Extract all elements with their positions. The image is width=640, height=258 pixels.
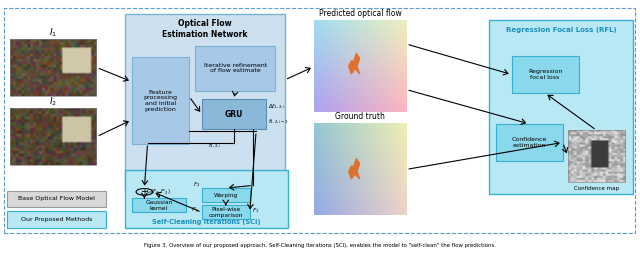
Bar [4, 9, 635, 233]
FancyArrowPatch shape [99, 68, 128, 81]
Bar [132, 198, 186, 212]
Bar [489, 20, 633, 195]
Bar [202, 100, 266, 129]
FancyArrowPatch shape [548, 95, 595, 129]
Bar [125, 13, 285, 188]
FancyArrowPatch shape [409, 45, 508, 75]
Text: $f_{1,2,i-1}$: $f_{1,2,i-1}$ [268, 118, 289, 126]
Text: $G(F_1, F'_2)$: $G(F_1, F'_2)$ [146, 188, 172, 197]
Text: Ground truth: Ground truth [335, 112, 385, 121]
FancyArrowPatch shape [248, 134, 256, 208]
Bar [7, 191, 106, 207]
Text: Feature
processing
and initial
prediction: Feature processing and initial predictio… [143, 90, 177, 112]
Text: Pixel-wise
comparison: Pixel-wise comparison [209, 207, 243, 218]
Text: GRU: GRU [225, 110, 243, 119]
Text: Warping: Warping [214, 192, 238, 198]
Text: $F_1$: $F_1$ [252, 206, 259, 215]
Text: Gaussian
kernel: Gaussian kernel [145, 200, 172, 211]
Text: Iterative refinement
of flow estimate: Iterative refinement of flow estimate [204, 63, 267, 74]
Text: Confidence
estimation: Confidence estimation [511, 137, 547, 148]
Text: $I_2$: $I_2$ [49, 96, 58, 108]
FancyArrowPatch shape [223, 200, 228, 205]
Bar [132, 57, 189, 144]
FancyArrowPatch shape [287, 68, 310, 79]
Text: Regression Focal Loss (RFL): Regression Focal Loss (RFL) [506, 27, 616, 33]
Bar [511, 56, 579, 93]
Text: $I_1$: $I_1$ [49, 27, 58, 39]
Text: Base Optical Flow Model: Base Optical Flow Model [18, 196, 95, 201]
Text: Predicted optical flow: Predicted optical flow [319, 9, 401, 18]
Text: Confidence map: Confidence map [574, 186, 619, 190]
Bar [125, 170, 288, 228]
Bar [495, 124, 563, 161]
Text: $\Delta f_{1,2,i}$: $\Delta f_{1,2,i}$ [268, 103, 285, 111]
Text: Self-Cleaning Iterations (SCI): Self-Cleaning Iterations (SCI) [152, 219, 261, 225]
FancyArrowPatch shape [142, 146, 148, 185]
FancyArrowPatch shape [232, 91, 238, 96]
FancyArrowPatch shape [141, 193, 147, 198]
FancyArrowPatch shape [409, 141, 559, 169]
Bar [7, 211, 106, 228]
Bar [202, 205, 250, 219]
Text: $f_{1,2,i}$: $f_{1,2,i}$ [208, 142, 222, 150]
Bar [568, 130, 625, 182]
Polygon shape [349, 158, 360, 179]
Text: $F'_2$: $F'_2$ [191, 206, 200, 215]
Bar [195, 46, 275, 91]
Text: Figure 3. Overview of our proposed approach, Self-Cleaning Iterations (SCI), ena: Figure 3. Overview of our proposed appro… [144, 243, 496, 248]
Bar [10, 39, 97, 96]
Bar [202, 188, 250, 202]
FancyArrowPatch shape [409, 90, 525, 124]
FancyArrowPatch shape [230, 184, 250, 190]
FancyArrowPatch shape [191, 99, 200, 111]
Text: +: + [140, 187, 148, 197]
Bar [10, 108, 97, 165]
Polygon shape [349, 53, 360, 74]
FancyArrowPatch shape [156, 192, 199, 211]
FancyArrowPatch shape [563, 145, 568, 152]
Text: $F_2$: $F_2$ [193, 180, 200, 189]
Text: Optical Flow
Estimation Network: Optical Flow Estimation Network [163, 19, 248, 39]
Text: Our Proposed Methods: Our Proposed Methods [21, 217, 92, 222]
FancyArrowPatch shape [99, 121, 128, 135]
Text: Regression
focal loss: Regression focal loss [528, 69, 563, 80]
